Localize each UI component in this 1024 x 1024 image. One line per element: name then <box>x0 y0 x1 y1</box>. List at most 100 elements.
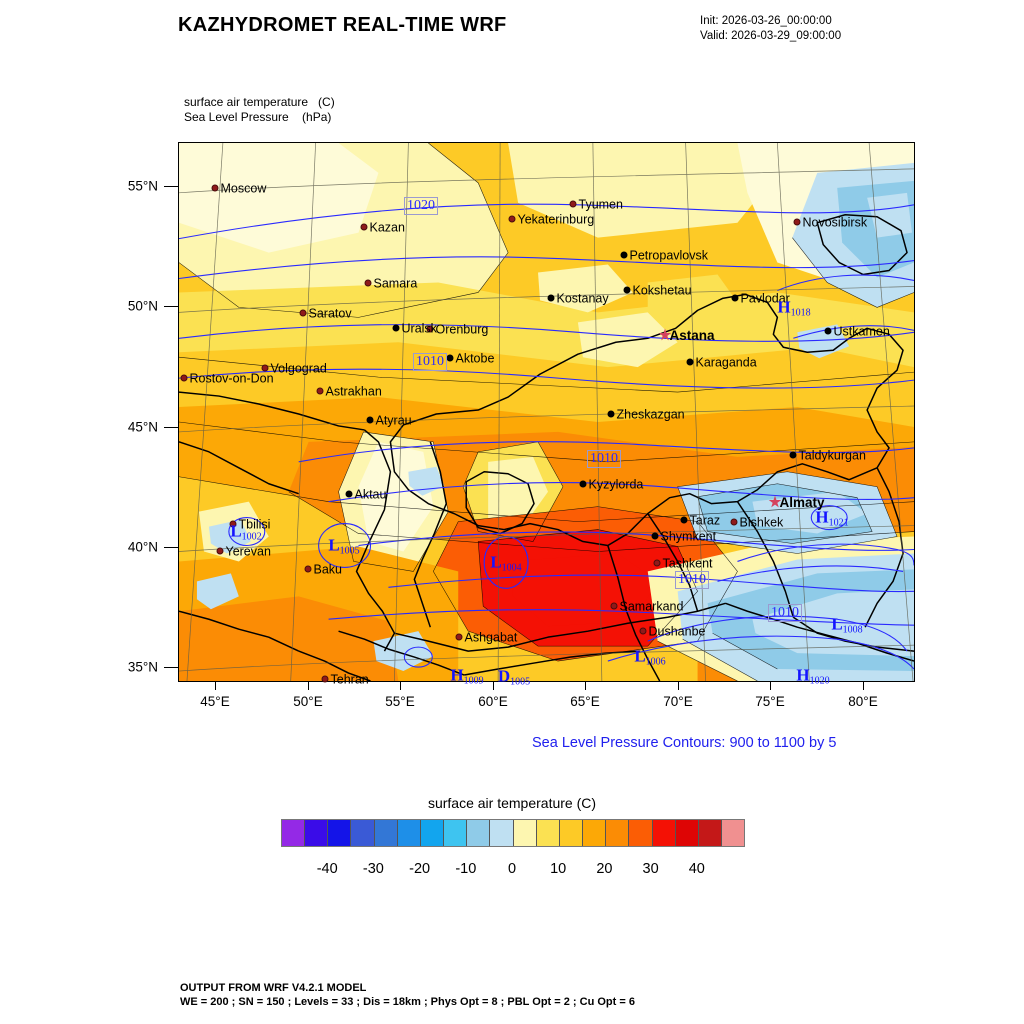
lon-tick-label: 55°E <box>385 694 415 709</box>
city-dot-icon <box>216 547 224 555</box>
pressure-system-type: H <box>796 665 810 685</box>
pressure-system-type: L <box>328 535 340 555</box>
city-marker-dushanbe[interactable]: Dushanbe <box>639 624 706 638</box>
city-dot-icon <box>824 327 832 335</box>
city-marker-kyzylorda[interactable]: Kyzylorda <box>579 477 643 491</box>
pressure-system-l-1004: L1004 <box>490 553 521 574</box>
city-marker-ustkamen[interactable]: Ustkamen <box>824 324 890 338</box>
pressure-system-type: H <box>777 297 791 317</box>
lon-tick <box>308 682 309 690</box>
city-marker-uralsk[interactable]: Uralsk <box>392 321 437 335</box>
city-marker-yerevan[interactable]: Yerevan <box>216 544 271 558</box>
city-label: Kyzylorda <box>588 477 644 491</box>
city-marker-shymkent[interactable]: Shymkent <box>651 529 716 543</box>
city-label: Taraz <box>689 513 721 527</box>
city-dot-icon <box>321 675 329 683</box>
city-marker-aktobe[interactable]: Aktobe <box>446 351 494 365</box>
weather-map[interactable] <box>178 142 915 682</box>
city-marker-astrakhan[interactable]: Astrakhan <box>316 384 382 398</box>
colorbar-segment <box>721 820 745 846</box>
city-marker-samara[interactable]: Samara <box>364 276 417 290</box>
city-marker-kostanay[interactable]: Kostanay <box>547 291 609 305</box>
model-time-block: Init: 2026-03-26_00:00:00 Valid: 2026-03… <box>700 14 841 44</box>
city-marker-astana[interactable]: Astana <box>658 328 715 343</box>
capital-star-icon <box>658 328 672 341</box>
city-marker-aktau[interactable]: Aktau <box>345 487 386 501</box>
isobar-label-1010: 1010 <box>768 604 802 622</box>
pressure-system-type: L <box>230 521 242 541</box>
colorbar-segment <box>328 820 352 846</box>
city-marker-saratov[interactable]: Saratov <box>299 306 352 320</box>
lon-tick-label: 65°E <box>570 694 600 709</box>
lat-tick <box>164 306 178 307</box>
pressure-system-l-1002: L1002 <box>230 522 261 543</box>
city-marker-tehran[interactable]: Tehran <box>321 672 369 686</box>
city-marker-moscow[interactable]: Moscow <box>211 181 266 195</box>
city-label: Taldykurgan <box>798 448 866 462</box>
city-label: Astana <box>669 327 715 343</box>
colorbar-segment <box>467 820 491 846</box>
city-label: Karaganda <box>695 355 757 369</box>
city-marker-taldykurgan[interactable]: Taldykurgan <box>789 448 866 462</box>
city-marker-tbilisi[interactable]: Tbilisi <box>229 517 270 531</box>
city-marker-kokshetau[interactable]: Kokshetau <box>623 283 692 297</box>
lon-tick <box>585 682 586 690</box>
temperature-colorbar[interactable] <box>281 819 745 847</box>
city-dot-icon <box>639 627 647 635</box>
city-marker-yekaterinburg[interactable]: Yekaterinburg <box>508 212 594 226</box>
city-label: Petropavlovsk <box>629 248 709 262</box>
capital-star-icon <box>768 495 782 508</box>
city-marker-orenburg[interactable]: Orenburg <box>426 322 488 336</box>
city-marker-kazan[interactable]: Kazan <box>360 220 405 234</box>
city-marker-ashgabat[interactable]: Ashgabat <box>455 630 517 644</box>
pressure-system-l-1006: L1006 <box>634 647 665 668</box>
city-label: Tehran <box>330 672 369 686</box>
city-marker-pavlodar[interactable]: Pavlodar <box>731 291 790 305</box>
city-dot-icon <box>620 251 628 259</box>
pressure-system-value: 1002 <box>241 531 262 543</box>
city-label: Volgograd <box>270 361 327 375</box>
city-marker-atyrau[interactable]: Atyrau <box>366 413 412 427</box>
city-label: Tashkent <box>662 556 713 570</box>
city-marker-novosibirsk[interactable]: Novosibirsk <box>793 215 867 229</box>
colorbar-segment <box>559 820 584 846</box>
pressure-contour-note: Sea Level Pressure Contours: 900 to 1100… <box>532 735 837 751</box>
city-dot-icon <box>446 354 454 362</box>
city-marker-tashkent[interactable]: Tashkent <box>653 556 713 570</box>
colorbar-tick-label: 40 <box>688 861 705 877</box>
lon-tick <box>863 682 864 690</box>
city-marker-taraz[interactable]: Taraz <box>680 513 720 527</box>
colorbar-segment <box>420 820 445 846</box>
pressure-system-type: H <box>450 665 464 685</box>
lat-tick <box>164 186 178 187</box>
colorbar-segment <box>698 820 722 846</box>
colorbar-segment <box>444 820 468 846</box>
city-marker-zheskazgan[interactable]: Zheskazgan <box>607 407 685 421</box>
pressure-system-value: 1005 <box>339 545 360 557</box>
field-subtitle: surface air temperature (C) Sea Level Pr… <box>184 95 335 124</box>
city-marker-volgograd[interactable]: Volgograd <box>261 361 327 375</box>
colorbar-tick-label: 0 <box>507 861 517 877</box>
city-marker-tyumen[interactable]: Tyumen <box>569 197 623 211</box>
colorbar-tick-label: -10 <box>455 861 477 877</box>
city-marker-baku[interactable]: Baku <box>304 562 342 576</box>
city-label: Shymkent <box>660 529 717 543</box>
city-label: Samara <box>373 276 418 290</box>
colorbar-tick-label: -30 <box>362 861 384 877</box>
city-marker-karaganda[interactable]: Karaganda <box>686 355 757 369</box>
city-dot-icon <box>607 410 615 418</box>
city-marker-petropavlovsk[interactable]: Petropavlovsk <box>620 248 708 262</box>
pressure-system-type: L <box>634 646 646 666</box>
city-marker-rostov-on-don[interactable]: Rostov-on-Don <box>180 371 274 385</box>
city-marker-samarkand[interactable]: Samarkand <box>610 599 683 613</box>
pressure-system-value: 1020 <box>809 675 830 687</box>
city-dot-icon <box>345 490 353 498</box>
colorbar-tick-label: 10 <box>550 861 567 877</box>
city-dot-icon <box>508 215 516 223</box>
city-marker-almaty[interactable]: Almaty <box>768 495 825 510</box>
city-marker-bishkek[interactable]: Bishkek <box>730 515 783 529</box>
colorbar-segment <box>606 820 630 846</box>
pressure-system-value: 1018 <box>790 307 811 319</box>
lon-tick-label: 80°E <box>848 694 878 709</box>
city-dot-icon <box>366 416 374 424</box>
